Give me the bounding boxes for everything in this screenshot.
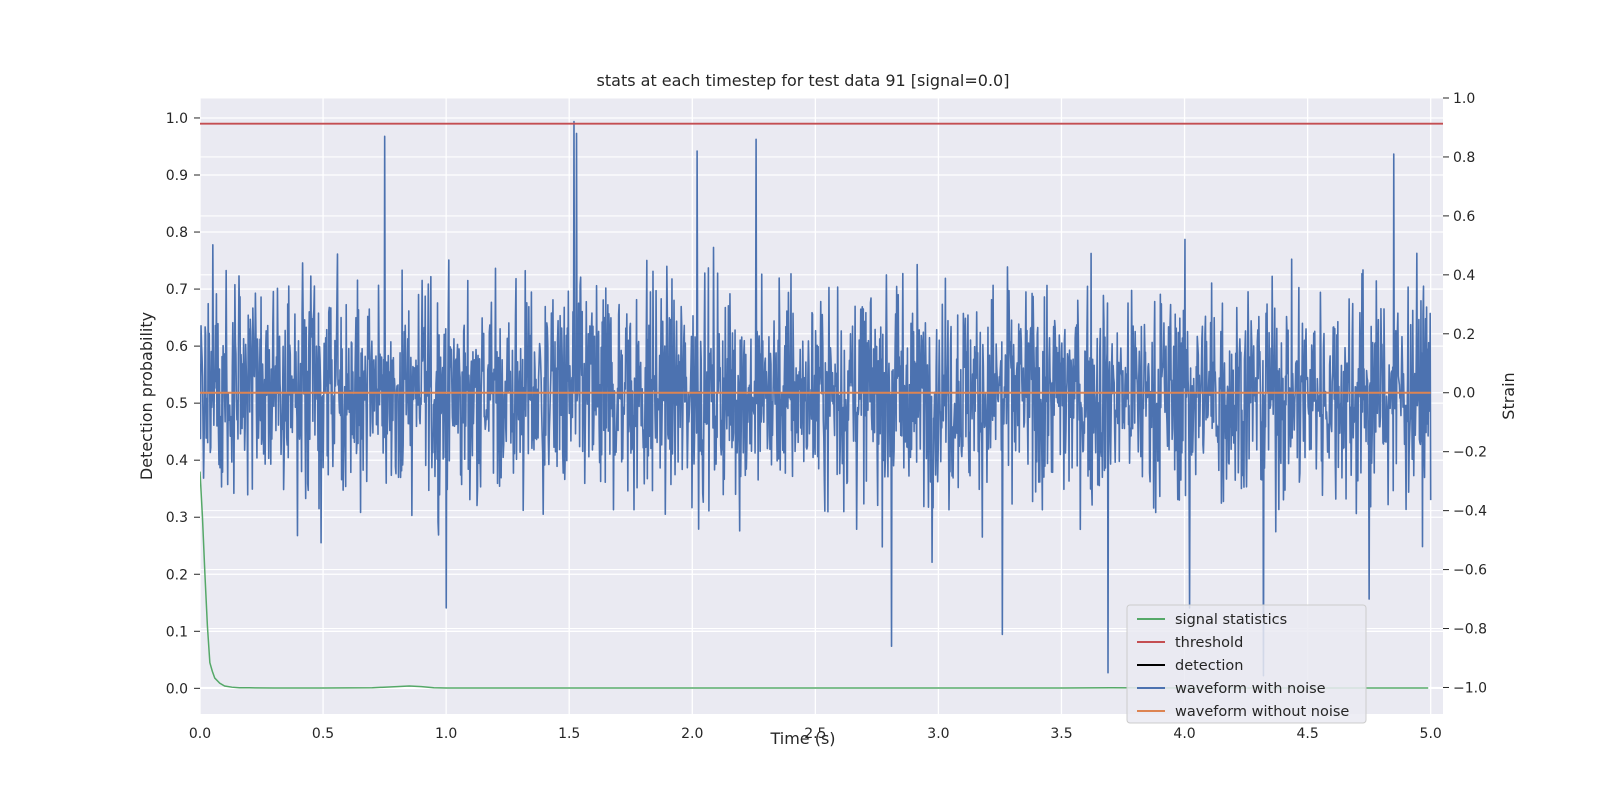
y-tick-label: 1.0 <box>166 111 188 127</box>
x-tick-label: 4.5 <box>1296 726 1318 742</box>
x-tick-label: 2.5 <box>804 726 826 742</box>
right-y-tick-label: −0.4 <box>1453 504 1487 520</box>
x-tick-label: 3.5 <box>1050 726 1072 742</box>
legend-item-label: waveform with noise <box>1175 681 1326 697</box>
x-tick-label: 1.5 <box>558 726 580 742</box>
y-tick-label: 0.5 <box>166 396 188 412</box>
x-tick-label: 0.5 <box>312 726 334 742</box>
chart-title: stats at each timestep for test data 91 … <box>597 71 1010 90</box>
right-y-tick-label: 1.0 <box>1453 91 1475 107</box>
y-axis-label: Detection probability <box>137 312 156 480</box>
right-y-tick-label: −0.8 <box>1453 622 1487 638</box>
signal-statistics-line <box>200 471 1429 689</box>
right-y-axis-label: Strain <box>1499 372 1518 419</box>
y-tick-label: 0.2 <box>166 567 188 583</box>
x-tick-label: 4.0 <box>1173 726 1195 742</box>
right-y-tick-label: 0.2 <box>1453 327 1475 343</box>
right-y-tick-label: 0.0 <box>1453 386 1475 402</box>
y-tick-label: 0.6 <box>166 339 188 355</box>
x-tick-label: 5.0 <box>1420 726 1442 742</box>
legend-item-label: waveform without noise <box>1175 704 1349 720</box>
y-tick-label: 0.7 <box>166 282 188 298</box>
y-tick-label: 0.9 <box>166 168 188 184</box>
y-tick-label: 0.4 <box>166 453 188 469</box>
x-axis-ticks: 0.0 0.5 1.0 1.5 2.0 2.5 3.0 3.5 4.0 4.5 5.0 <box>189 726 1442 742</box>
legend-item-label: threshold <box>1175 635 1243 651</box>
y-tick-label: 0.1 <box>166 624 188 640</box>
x-axis-label: Time (s) <box>769 729 835 748</box>
right-y-tick-label: −1.0 <box>1453 680 1487 696</box>
left-axis-ticks: 0.0 0.1 0.2 0.3 0.4 0.5 0.6 0.7 0.8 0.9 1.0 <box>166 111 200 697</box>
x-tick-label: 2.0 <box>681 726 703 742</box>
legend-item-label: signal statistics <box>1175 612 1287 628</box>
y-tick-label: 0.3 <box>166 510 188 526</box>
right-y-tick-label: 0.4 <box>1453 268 1475 284</box>
y-tick-label: 0.8 <box>166 225 188 241</box>
legend: signal statistics threshold detection wavef… <box>1126 604 1367 724</box>
legend-item-label: detection <box>1175 658 1243 674</box>
right-y-tick-label: 0.8 <box>1453 150 1475 166</box>
y-tick-label: 0.0 <box>166 681 188 697</box>
x-tick-label: 0.0 <box>189 726 211 742</box>
series-layer <box>200 120 1443 689</box>
right-y-tick-label: −0.2 <box>1453 445 1487 461</box>
x-tick-label: 3.0 <box>927 726 949 742</box>
legend-box <box>1126 604 1367 724</box>
right-y-tick-label: −0.6 <box>1453 563 1487 579</box>
right-axis-ticks: −1.0 −0.8 −0.6 −0.4 −0.2 0.0 0.2 0.4 0.6 0.8 1.0 <box>1443 91 1487 696</box>
right-y-tick-label: 0.6 <box>1453 209 1475 225</box>
x-tick-label: 1.0 <box>435 726 457 742</box>
